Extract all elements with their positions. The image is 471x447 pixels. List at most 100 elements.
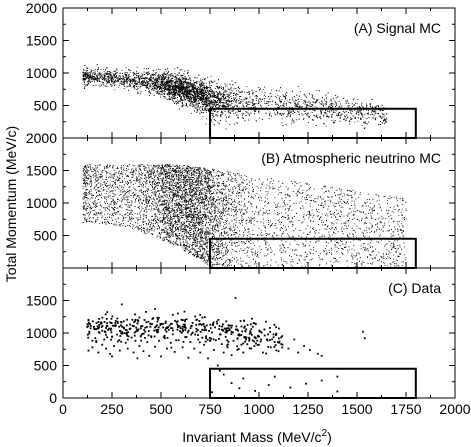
scatter-point — [184, 76, 186, 77]
scatter-point — [159, 87, 161, 89]
scatter-point — [296, 94, 298, 96]
scatter-point — [204, 103, 206, 105]
scatter-point — [205, 109, 207, 110]
scatter-point — [320, 111, 322, 112]
scatter-point — [209, 103, 211, 105]
scatter-point — [190, 101, 192, 103]
scatter-point — [383, 119, 385, 121]
scatter-point — [233, 98, 235, 100]
scatter-point — [199, 90, 201, 92]
scatter-point — [246, 97, 248, 99]
scatter-point — [203, 91, 205, 93]
scatter-point — [176, 87, 178, 89]
scatter-point — [161, 76, 162, 78]
scatter-point — [239, 91, 241, 93]
scatter-point — [197, 93, 199, 95]
scatter-point — [263, 94, 265, 96]
scatter-point — [236, 93, 237, 95]
scatter-point — [148, 91, 150, 93]
scatter-point — [129, 71, 131, 73]
scatter-point — [253, 100, 254, 102]
scatter-point — [206, 96, 208, 98]
scatter-point — [179, 80, 181, 82]
scatter-point — [262, 89, 264, 90]
scatter-point — [205, 87, 207, 89]
scatter-point — [164, 89, 166, 91]
scatter-point — [158, 76, 160, 78]
scatter-point — [145, 78, 147, 80]
scatter-point — [125, 74, 127, 75]
scatter-point — [226, 90, 228, 92]
scatter-point — [206, 85, 207, 87]
scatter-point — [290, 102, 292, 104]
scatter-point — [152, 70, 154, 72]
scatter-point — [223, 87, 225, 89]
scatter-point — [84, 69, 86, 71]
scatter-point — [161, 93, 163, 95]
scatter-point — [370, 105, 371, 107]
scatter-point — [298, 106, 300, 108]
scatter-point — [341, 105, 343, 107]
scatter-point — [107, 71, 109, 72]
scatter-point — [203, 94, 205, 96]
scatter-point — [365, 122, 367, 124]
scatter-point — [307, 115, 309, 117]
scatter-point — [170, 93, 172, 95]
scatter-point — [194, 102, 195, 103]
scatter-point — [99, 86, 101, 88]
scatter-point — [128, 73, 130, 75]
scatter-point — [206, 107, 208, 109]
scatter-point — [221, 110, 223, 112]
scatter-point — [202, 90, 204, 91]
scatter-point — [96, 77, 98, 79]
scatter-point — [178, 108, 180, 110]
scatter-point — [351, 111, 353, 112]
scatter-point — [223, 105, 225, 106]
scatter-point — [157, 92, 159, 94]
scatter-point — [245, 111, 247, 113]
scatter-point — [320, 103, 322, 105]
scatter-point — [295, 104, 297, 106]
scatter-point — [92, 79, 94, 80]
scatter-point — [331, 103, 333, 105]
scatter-point — [237, 116, 239, 118]
scatter-point — [153, 79, 155, 81]
scatter-point — [164, 93, 166, 95]
scatter-point — [174, 82, 176, 83]
scatter-point — [99, 74, 100, 76]
scatter-point — [174, 89, 176, 90]
scatter-point — [184, 81, 186, 83]
scatter-point — [222, 94, 224, 96]
scatter-point — [235, 95, 237, 97]
scatter-point — [225, 102, 227, 104]
scatter-point — [172, 100, 174, 101]
scatter-point — [86, 77, 87, 79]
scatter-point — [188, 93, 190, 95]
scatter-point — [320, 118, 322, 120]
scatter-point — [331, 116, 333, 118]
scatter-point — [235, 104, 237, 106]
scatter-point — [189, 86, 191, 88]
scatter-point — [238, 86, 239, 88]
scatter-point — [183, 87, 185, 89]
scatter-point — [247, 104, 249, 106]
scatter-point — [282, 94, 284, 96]
scatter-point — [230, 113, 231, 114]
scatter-point — [183, 93, 185, 95]
scatter-point — [167, 74, 169, 76]
scatter-point — [85, 85, 87, 87]
scatter-point — [277, 104, 279, 106]
scatter-point — [345, 110, 347, 112]
scatter-point — [164, 83, 166, 84]
scatter-point — [216, 86, 218, 87]
scatter-point — [111, 77, 113, 79]
scatter-point — [194, 83, 195, 85]
scatter-point — [171, 88, 173, 90]
scatter-point — [172, 75, 174, 77]
scatter-point — [187, 86, 189, 88]
scatter-point — [166, 81, 168, 83]
scatter-point — [197, 96, 198, 97]
scatter-point — [180, 79, 182, 81]
scatter-point — [179, 81, 180, 83]
scatter-point — [231, 90, 233, 91]
